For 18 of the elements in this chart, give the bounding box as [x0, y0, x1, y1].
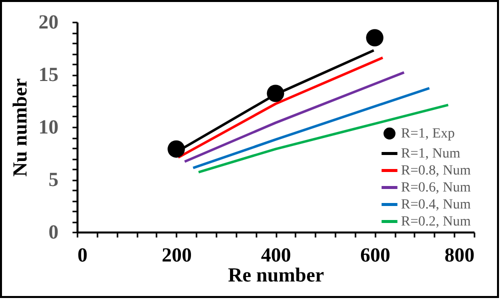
legend-label: R=1, Exp [401, 126, 455, 142]
x-tick-label: 400 [261, 244, 291, 266]
y-tick-label: 20 [38, 12, 58, 34]
y-axis-title: Nu number [10, 78, 32, 177]
y-tick-label: 15 [38, 64, 58, 86]
legend-label: R=0.8, Num [401, 164, 471, 178]
x-axis-title: Re number [228, 264, 324, 286]
y-tick-label: 10 [38, 116, 58, 138]
legend-label: R=1, Num [401, 146, 460, 162]
x-tick-label: 800 [444, 244, 474, 266]
x-tick-label: 200 [162, 244, 192, 266]
legend-label: R=0.2, Num [401, 214, 471, 230]
x-tick-label: 600 [360, 244, 390, 266]
legend-label: R=0.4, Num [401, 198, 471, 212]
y-tick-label: 0 [48, 222, 58, 244]
y-tick-label: 5 [48, 169, 58, 191]
legend-label: R=0.6, Num [401, 180, 471, 196]
x-tick-label: 0 [78, 244, 88, 266]
